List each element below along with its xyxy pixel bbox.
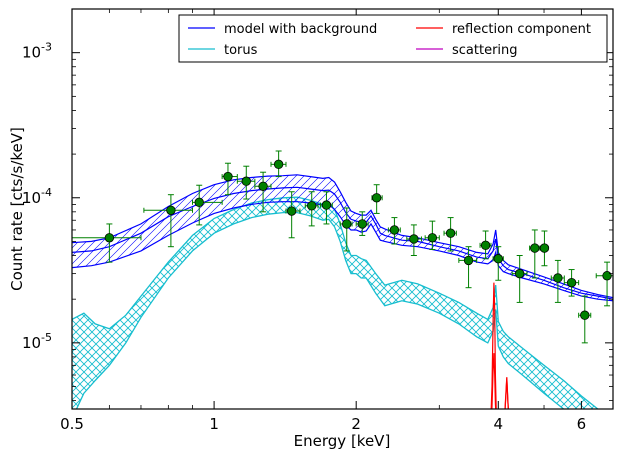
data-point-6 xyxy=(270,150,287,178)
data-point-5 xyxy=(254,171,272,213)
reflection-line-high xyxy=(490,282,509,409)
axis-ticks: 0.5 1 2 4 6 10-5 10-4 10-3 xyxy=(22,8,614,433)
data-point-15 xyxy=(424,220,440,250)
torus-band xyxy=(72,197,598,409)
data-marker xyxy=(342,219,352,229)
data-point-7 xyxy=(285,191,301,239)
model-line-low xyxy=(72,201,613,302)
data-point-12 xyxy=(371,184,383,214)
data-marker xyxy=(409,234,419,244)
data-point-19 xyxy=(492,246,504,281)
data-marker xyxy=(273,159,284,170)
data-point-4 xyxy=(236,165,256,200)
data-marker xyxy=(104,233,115,243)
data-point-1 xyxy=(143,194,193,248)
data-point-11 xyxy=(355,211,369,236)
y-tick-label: 10-4 xyxy=(22,186,52,207)
data-marker xyxy=(241,176,251,186)
data-marker xyxy=(493,254,503,264)
plot-frame xyxy=(71,8,614,410)
data-point-22 xyxy=(539,230,550,267)
data-marker xyxy=(223,171,233,182)
data-marker xyxy=(445,228,456,238)
data-marker xyxy=(602,271,612,281)
legend-label-model: model with background xyxy=(224,22,377,37)
x-axis-label: Energy [keV] xyxy=(294,432,391,450)
data-marker xyxy=(427,233,438,243)
data-marker xyxy=(530,243,540,253)
data-point-26 xyxy=(595,261,613,307)
y-axis-label: Count rate [cts/s/keV] xyxy=(8,127,26,291)
data-marker xyxy=(539,243,550,253)
data-marker xyxy=(480,240,491,251)
x-tick-label: 4 xyxy=(494,415,504,433)
y-tick-label: 10-5 xyxy=(22,331,52,352)
y-tick-label: 10-3 xyxy=(22,41,52,62)
data-marker xyxy=(258,181,268,191)
data-point-13 xyxy=(387,217,401,245)
data-point-18 xyxy=(479,230,492,260)
data-marker xyxy=(514,268,525,279)
data-point-21 xyxy=(529,229,541,279)
x-tick-label: 1 xyxy=(209,415,219,433)
legend-box xyxy=(178,14,608,63)
data-marker xyxy=(463,255,474,266)
data-point-25 xyxy=(578,295,592,344)
torus-line-high xyxy=(72,196,599,409)
data-point-10 xyxy=(339,207,353,252)
data-marker xyxy=(194,197,204,208)
data-point-17 xyxy=(458,246,478,289)
x-tick-label: 0.5 xyxy=(60,415,84,433)
data-marker xyxy=(357,219,367,229)
data-marker xyxy=(389,225,400,235)
data-point-2 xyxy=(191,184,223,226)
data-point-24 xyxy=(563,269,580,297)
data-point-16 xyxy=(443,217,457,252)
data-point-8 xyxy=(304,191,319,227)
model-band xyxy=(72,174,613,301)
legend-label-reflection: reflection component xyxy=(452,22,591,37)
data-point-3 xyxy=(221,162,238,196)
torus-line-low xyxy=(75,211,565,409)
legend-label-scattering: scattering xyxy=(452,43,518,58)
data-point-9 xyxy=(319,191,333,225)
data-point-0 xyxy=(72,223,142,263)
data-marker xyxy=(580,310,590,320)
data-marker xyxy=(286,206,297,216)
data-point-14 xyxy=(406,224,422,256)
data-marker xyxy=(553,273,563,283)
data-points-layer xyxy=(72,150,613,344)
x-tick-label: 6 xyxy=(577,415,587,433)
data-marker xyxy=(371,193,382,203)
legend: model with background torus reflection c… xyxy=(178,14,608,63)
data-point-20 xyxy=(511,254,528,303)
data-point-23 xyxy=(550,259,565,303)
x-tick-label: 2 xyxy=(351,415,361,433)
data-marker xyxy=(321,200,332,210)
data-marker xyxy=(166,205,176,215)
data-marker xyxy=(307,201,317,211)
data-marker xyxy=(566,277,577,288)
legend-label-torus: torus xyxy=(224,43,258,58)
